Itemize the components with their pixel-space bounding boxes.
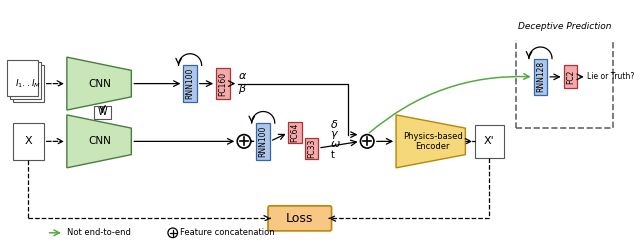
Text: Lie or Truth?: Lie or Truth? bbox=[587, 72, 634, 81]
Text: t: t bbox=[331, 150, 335, 160]
Circle shape bbox=[360, 135, 374, 148]
Bar bbox=[183, 65, 197, 102]
Bar bbox=[216, 68, 230, 99]
Text: Physics-based
Encoder: Physics-based Encoder bbox=[403, 132, 463, 151]
Text: $\omega$: $\omega$ bbox=[330, 139, 340, 149]
Polygon shape bbox=[396, 115, 465, 168]
Text: Feature concatenation: Feature concatenation bbox=[180, 228, 275, 237]
Text: Not end-to-end: Not end-to-end bbox=[67, 228, 131, 237]
Polygon shape bbox=[67, 57, 131, 110]
Text: $\delta$: $\delta$ bbox=[330, 118, 338, 130]
Text: W: W bbox=[98, 108, 108, 118]
Bar bbox=[516, 19, 612, 128]
Text: X': X' bbox=[484, 136, 495, 146]
Text: FC2: FC2 bbox=[566, 70, 575, 84]
Polygon shape bbox=[67, 115, 131, 168]
Bar bbox=[257, 123, 270, 160]
Text: FC64: FC64 bbox=[291, 123, 300, 142]
FancyBboxPatch shape bbox=[268, 206, 332, 231]
Text: Loss: Loss bbox=[286, 212, 314, 225]
Bar bbox=[475, 125, 504, 158]
Bar bbox=[94, 106, 111, 119]
Bar bbox=[305, 138, 318, 159]
Bar bbox=[13, 65, 44, 102]
Bar bbox=[564, 65, 577, 88]
Bar bbox=[7, 60, 38, 96]
Text: X: X bbox=[24, 136, 32, 146]
Text: RNN100: RNN100 bbox=[259, 126, 268, 157]
Text: Deceptive Prediction: Deceptive Prediction bbox=[518, 22, 611, 31]
Text: $\alpha$: $\alpha$ bbox=[238, 71, 248, 81]
Circle shape bbox=[237, 135, 251, 148]
Text: RNN100: RNN100 bbox=[186, 68, 195, 99]
Text: $I_1..I_M$: $I_1..I_M$ bbox=[15, 77, 42, 90]
Text: CNN: CNN bbox=[88, 78, 111, 88]
Text: CNN: CNN bbox=[88, 136, 111, 146]
Bar bbox=[288, 122, 301, 143]
Bar bbox=[10, 62, 41, 99]
Text: FC160: FC160 bbox=[218, 72, 227, 96]
Text: $\beta$: $\beta$ bbox=[238, 82, 247, 96]
Text: $\gamma$: $\gamma$ bbox=[330, 129, 339, 141]
Bar bbox=[534, 58, 547, 95]
Circle shape bbox=[168, 228, 177, 238]
Bar bbox=[13, 123, 44, 160]
Text: FC33: FC33 bbox=[307, 138, 316, 158]
Text: RNN128: RNN128 bbox=[536, 61, 545, 92]
